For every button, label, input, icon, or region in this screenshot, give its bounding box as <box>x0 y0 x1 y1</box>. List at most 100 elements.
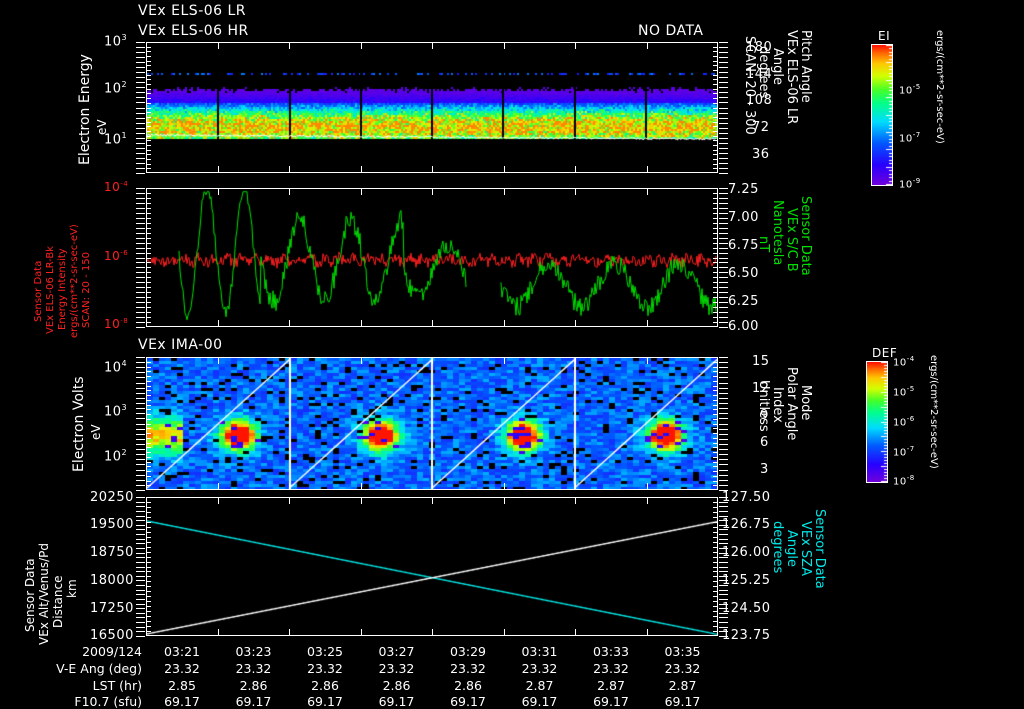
panel1-ytick-10: 101 <box>104 131 128 148</box>
bottom-table-cell: 23.32 <box>521 661 558 676</box>
axis-tick <box>147 381 151 382</box>
axis-tick <box>147 621 151 622</box>
axis-tick <box>719 158 728 159</box>
axis-tick <box>147 51 151 52</box>
bottom-table-cell: 2.86 <box>311 678 339 693</box>
axis-tick <box>647 320 648 326</box>
axis-tick <box>713 164 717 165</box>
axis-tick <box>719 233 728 234</box>
panel4-left-tick-19500: 19500 <box>90 517 134 532</box>
axis-tick <box>719 193 728 194</box>
axis-tick <box>713 537 717 538</box>
axis-tick <box>719 580 728 581</box>
axis-tick <box>147 601 151 602</box>
axis-tick <box>713 443 717 444</box>
axis-tick <box>719 553 728 554</box>
axis-tick <box>713 457 717 458</box>
axis-tick <box>713 522 717 523</box>
axis-tick <box>713 262 717 263</box>
axis-tick <box>719 627 728 628</box>
axis-tick <box>719 567 728 568</box>
axis-tick <box>147 517 151 518</box>
axis-tick <box>719 92 728 93</box>
axis-tick <box>147 307 151 308</box>
axis-tick <box>136 424 145 425</box>
axis-tick <box>136 253 145 254</box>
axis-tick <box>147 213 151 214</box>
axis-tick <box>719 362 728 363</box>
panel3-cb-tick-4: 10-4 <box>893 355 915 369</box>
axis-tick <box>575 498 576 504</box>
panel4-right-title-1: VEx SZA <box>798 521 813 576</box>
axis-tick <box>147 70 151 71</box>
axis-tick <box>147 616 151 617</box>
panel3-cb-tick-0: 10-8 <box>893 474 915 488</box>
axis-tick <box>136 322 145 323</box>
axis-tick <box>504 166 505 172</box>
axis-tick <box>713 552 717 553</box>
axis-tick <box>147 312 151 313</box>
panel4-left-tick-18750: 18750 <box>90 545 134 560</box>
axis-tick <box>719 47 728 48</box>
axis-tick <box>147 586 151 587</box>
axis-tick <box>147 466 151 467</box>
axis-tick <box>713 277 717 278</box>
axis-tick <box>136 543 145 544</box>
bottom-table-cell: 23.32 <box>450 661 486 676</box>
axis-tick <box>719 213 728 214</box>
axis-tick <box>713 122 717 123</box>
axis-tick <box>719 113 728 114</box>
axis-tick <box>136 72 145 73</box>
bottom-table-cell: 23.32 <box>664 661 701 676</box>
axis-tick <box>289 189 290 195</box>
axis-tick <box>147 150 151 151</box>
axis-tick <box>136 238 145 239</box>
panel4-left-tick-16500: 16500 <box>90 628 134 643</box>
axis-tick <box>713 61 717 62</box>
axis-tick <box>147 542 151 543</box>
bottom-table-cell: 2.86 <box>454 678 482 693</box>
axis-tick <box>719 72 728 73</box>
axis-tick <box>147 243 151 244</box>
bottom-table-cell: 69.17 <box>378 694 415 709</box>
axis-tick <box>147 400 151 401</box>
axis-tick <box>147 596 151 597</box>
axis-tick <box>719 383 728 384</box>
axis-tick <box>713 466 717 467</box>
axis-tick <box>147 576 151 577</box>
axis-tick <box>147 61 151 62</box>
axis-tick <box>136 62 145 63</box>
panel1-yaxis-title: Electron Energy <box>77 54 93 165</box>
axis-tick <box>647 166 648 172</box>
axis-tick <box>136 188 145 189</box>
axis-tick <box>136 622 145 623</box>
bottom-table-cell: 03:27 <box>378 644 415 659</box>
axis-tick <box>147 248 151 249</box>
panel4-left-title-0: Sensor Data <box>23 558 37 632</box>
axis-tick <box>719 529 728 530</box>
axis-tick <box>432 483 433 489</box>
panel3-right-tick-15: 15 <box>752 354 770 369</box>
axis-tick <box>719 208 728 209</box>
axis-tick <box>713 367 717 368</box>
axis-tick <box>136 153 145 154</box>
axis-tick <box>719 534 728 535</box>
axis-tick <box>136 327 145 328</box>
panel2-left-tick-bot: 10-8 <box>104 317 129 331</box>
axis-tick <box>147 507 151 508</box>
axis-tick <box>719 42 728 43</box>
axis-tick <box>713 395 717 396</box>
axis-tick <box>147 405 151 406</box>
axis-tick <box>713 203 717 204</box>
axis-tick <box>719 393 728 394</box>
axis-tick <box>719 77 728 78</box>
panel3-right-title-3: Unitless <box>756 380 771 432</box>
axis-tick <box>719 599 728 600</box>
axis-tick <box>719 262 728 263</box>
axis-tick <box>361 358 362 364</box>
axis-tick <box>713 302 717 303</box>
axis-tick <box>719 520 728 521</box>
axis-tick <box>147 117 151 118</box>
axis-tick <box>136 312 145 313</box>
axis-tick <box>147 238 151 239</box>
